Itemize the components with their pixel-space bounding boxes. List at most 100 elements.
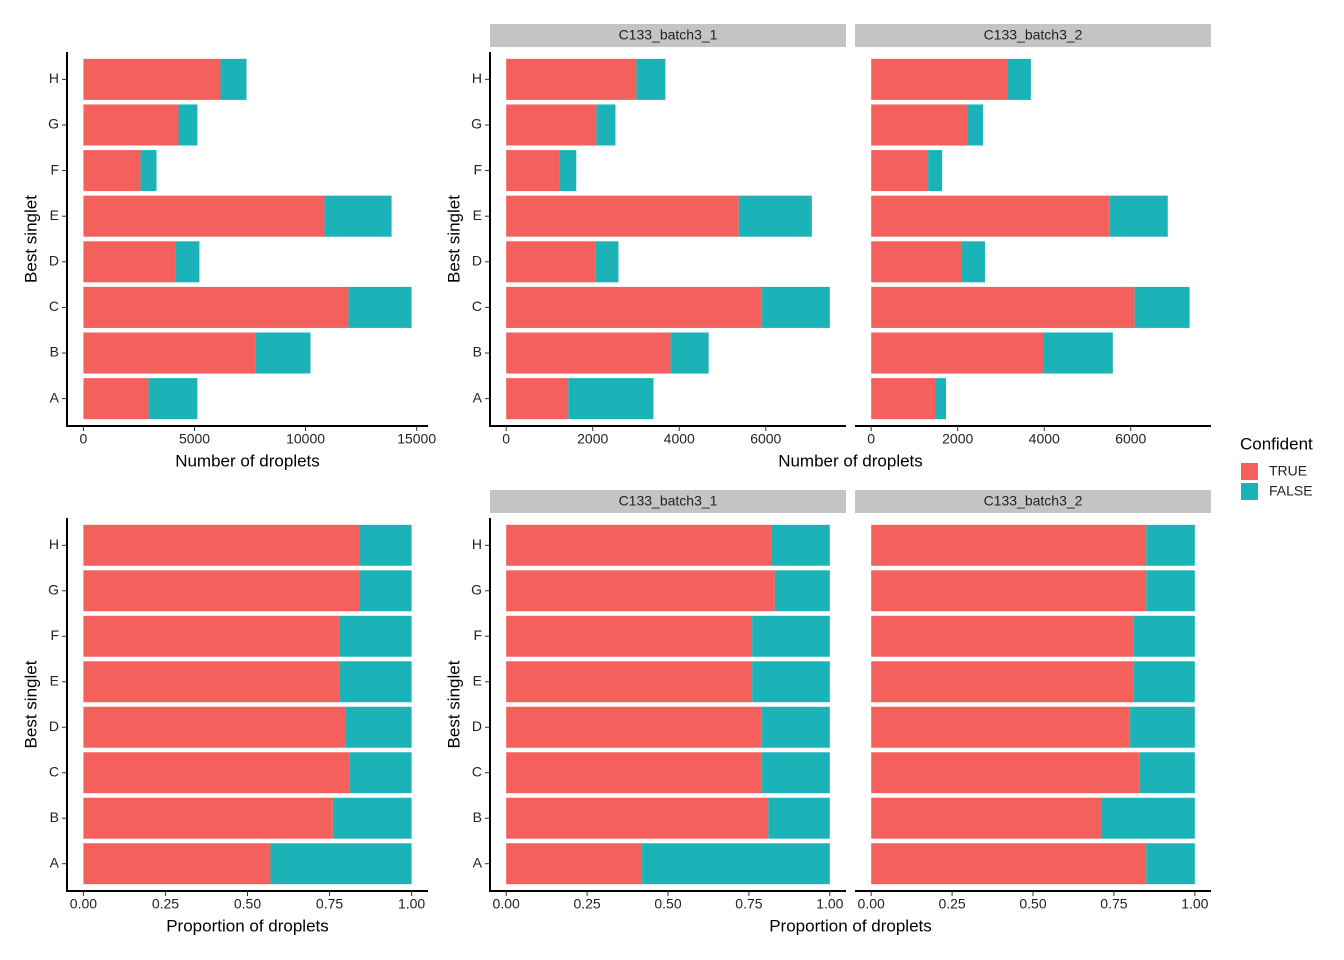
bar-segment (506, 570, 775, 612)
bar-segment (642, 843, 830, 885)
y-tick-label: B (50, 809, 59, 825)
x-tick-label: 0.50 (234, 896, 261, 912)
bar-segment (871, 378, 936, 420)
bar-segment (1146, 570, 1195, 612)
bar-segment (1146, 843, 1195, 885)
bar-segment (871, 58, 1008, 100)
bar-segment (506, 615, 753, 657)
legend-swatch (1241, 483, 1258, 500)
bar-segment (774, 570, 830, 612)
x-tick-label: 0.25 (938, 896, 965, 912)
bar-segment (871, 150, 929, 192)
y-axis-title: Best singlet (21, 195, 40, 283)
x-tick-label: 1.00 (816, 896, 843, 912)
bar-segment (324, 195, 392, 237)
bar-segment (871, 661, 1134, 703)
x-axis-title: Proportion of droplets (769, 916, 932, 935)
y-tick-label: F (473, 161, 482, 177)
bar-segment (140, 150, 157, 192)
y-tick-label: F (50, 627, 59, 643)
facet-title: C133_batch3_2 (984, 493, 1083, 509)
bar-segment (568, 378, 654, 420)
x-tick-label: 6000 (750, 431, 781, 447)
y-tick-label: D (472, 253, 482, 269)
x-tick-label: 0.50 (1019, 896, 1046, 912)
y-tick-label: D (49, 253, 59, 269)
x-tick-label: 0.00 (493, 896, 520, 912)
bar-segment (83, 752, 350, 794)
x-tick-label: 4000 (1029, 431, 1060, 447)
bar-segment (871, 524, 1147, 566)
y-tick-label: A (473, 389, 483, 405)
bar-segment (83, 150, 141, 192)
x-axis-title: Number of droplets (778, 451, 923, 470)
bar-segment (506, 843, 643, 885)
y-tick-label: C (472, 763, 482, 779)
bar-segment (768, 797, 830, 839)
y-tick-label: C (472, 298, 482, 314)
x-tick-label: 0 (502, 431, 510, 447)
y-tick-label: C (49, 298, 59, 314)
bar-segment (348, 286, 412, 328)
facet-strip (855, 490, 1211, 513)
x-tick-label: 15000 (397, 431, 436, 447)
bar-segment (506, 150, 560, 192)
y-tick-label: A (50, 389, 60, 405)
x-tick-label: 0.00 (858, 896, 885, 912)
bar-segment (928, 150, 943, 192)
bar-segment (752, 615, 830, 657)
bar-segment (339, 661, 412, 703)
legend-title: Confident (1240, 434, 1313, 453)
x-tick-label: 0.75 (316, 896, 343, 912)
bar-segment (83, 615, 340, 657)
x-tick-label: 6000 (1115, 431, 1146, 447)
bar-segment (506, 661, 753, 703)
bar-segment (349, 752, 412, 794)
bar-segment (506, 286, 762, 328)
bar-segment (752, 661, 830, 703)
bar-segment (506, 58, 637, 100)
bar-segment (345, 706, 412, 748)
legend-label: FALSE (1269, 483, 1313, 499)
bar-segment (871, 570, 1147, 612)
bar-segment (506, 706, 762, 748)
bar-segment (935, 378, 947, 420)
bar-segment (559, 150, 577, 192)
bar-segment (339, 615, 412, 657)
bar-segment (148, 378, 198, 420)
y-tick-label: E (473, 207, 482, 223)
x-tick-label: 2000 (942, 431, 973, 447)
bar-segment (871, 843, 1147, 885)
bar-segment (1109, 195, 1168, 237)
y-tick-label: C (49, 763, 59, 779)
bar-segment (83, 843, 271, 885)
y-tick-label: G (48, 581, 59, 597)
facet-title: C133_batch3_1 (619, 27, 718, 43)
y-tick-label: D (49, 718, 59, 734)
bar-segment (506, 378, 569, 420)
y-tick-label: H (472, 70, 482, 86)
x-tick-label: 0.00 (70, 896, 97, 912)
bar-segment (636, 58, 666, 100)
bar-segment (738, 195, 812, 237)
x-tick-label: 4000 (664, 431, 695, 447)
bar-segment (83, 241, 176, 283)
bar-segment (506, 524, 772, 566)
bar-segment (178, 104, 198, 146)
y-tick-label: H (49, 536, 59, 552)
bar-segment (1007, 58, 1031, 100)
bar-segment (1130, 706, 1195, 748)
y-tick-label: B (473, 809, 482, 825)
y-tick-label: H (49, 70, 59, 86)
bar-segment (83, 378, 149, 420)
x-tick-label: 0.50 (654, 896, 681, 912)
bar-segment (1134, 286, 1190, 328)
bar-segment (761, 706, 830, 748)
bar-segment (1146, 524, 1195, 566)
y-tick-label: E (473, 672, 482, 688)
bar-segment (871, 706, 1131, 748)
bar-segment (506, 797, 769, 839)
x-tick-label: 0 (80, 431, 88, 447)
legend-swatch (1241, 463, 1258, 480)
